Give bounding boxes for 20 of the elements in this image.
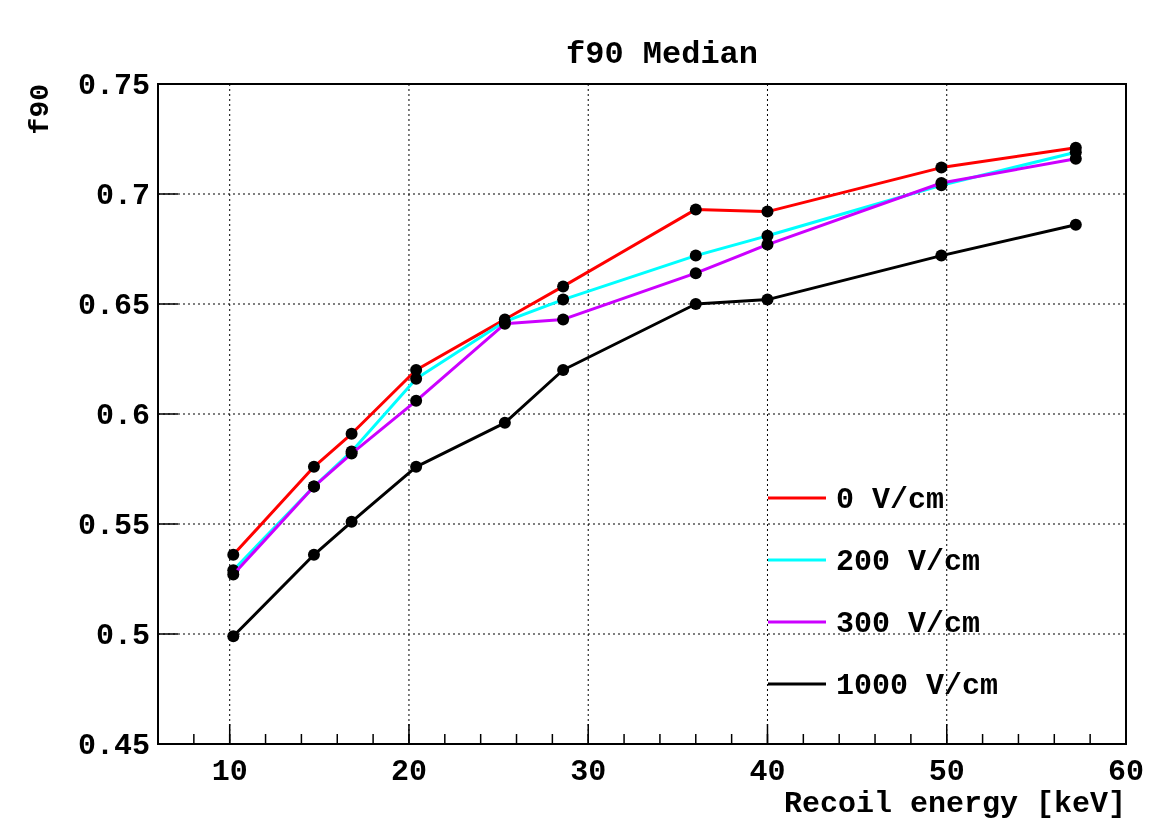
x-tick-label: 40: [749, 755, 786, 789]
y-tick-label: 0.65: [77, 289, 150, 323]
y-tick-label: 0.7: [95, 179, 150, 213]
y-tick-label: 0.6: [95, 399, 150, 433]
x-tick-label: 60: [1107, 755, 1145, 789]
y-tick-label: 0.45: [77, 729, 150, 763]
y-tick-label: 0.5: [95, 619, 150, 653]
legend-label: 200 V/cm: [836, 545, 981, 579]
x-tick-label: 30: [570, 755, 607, 789]
y-tick-label: 0.75: [77, 69, 150, 103]
x-tick-label: 50: [928, 755, 965, 789]
chart-title: f90 Median: [565, 36, 759, 73]
legend-label: 300 V/cm: [836, 607, 981, 641]
x-tick-label: 20: [390, 755, 427, 789]
legend-label: 1000 V/cm: [836, 669, 999, 703]
x-tick-label: 10: [211, 755, 248, 789]
x-axis-title: Recoil energy [keV]: [783, 787, 1126, 821]
y-axis-title: f90: [25, 84, 56, 135]
legend-label: 0 V/cm: [836, 483, 945, 517]
y-tick-label: 0.55: [77, 509, 150, 543]
